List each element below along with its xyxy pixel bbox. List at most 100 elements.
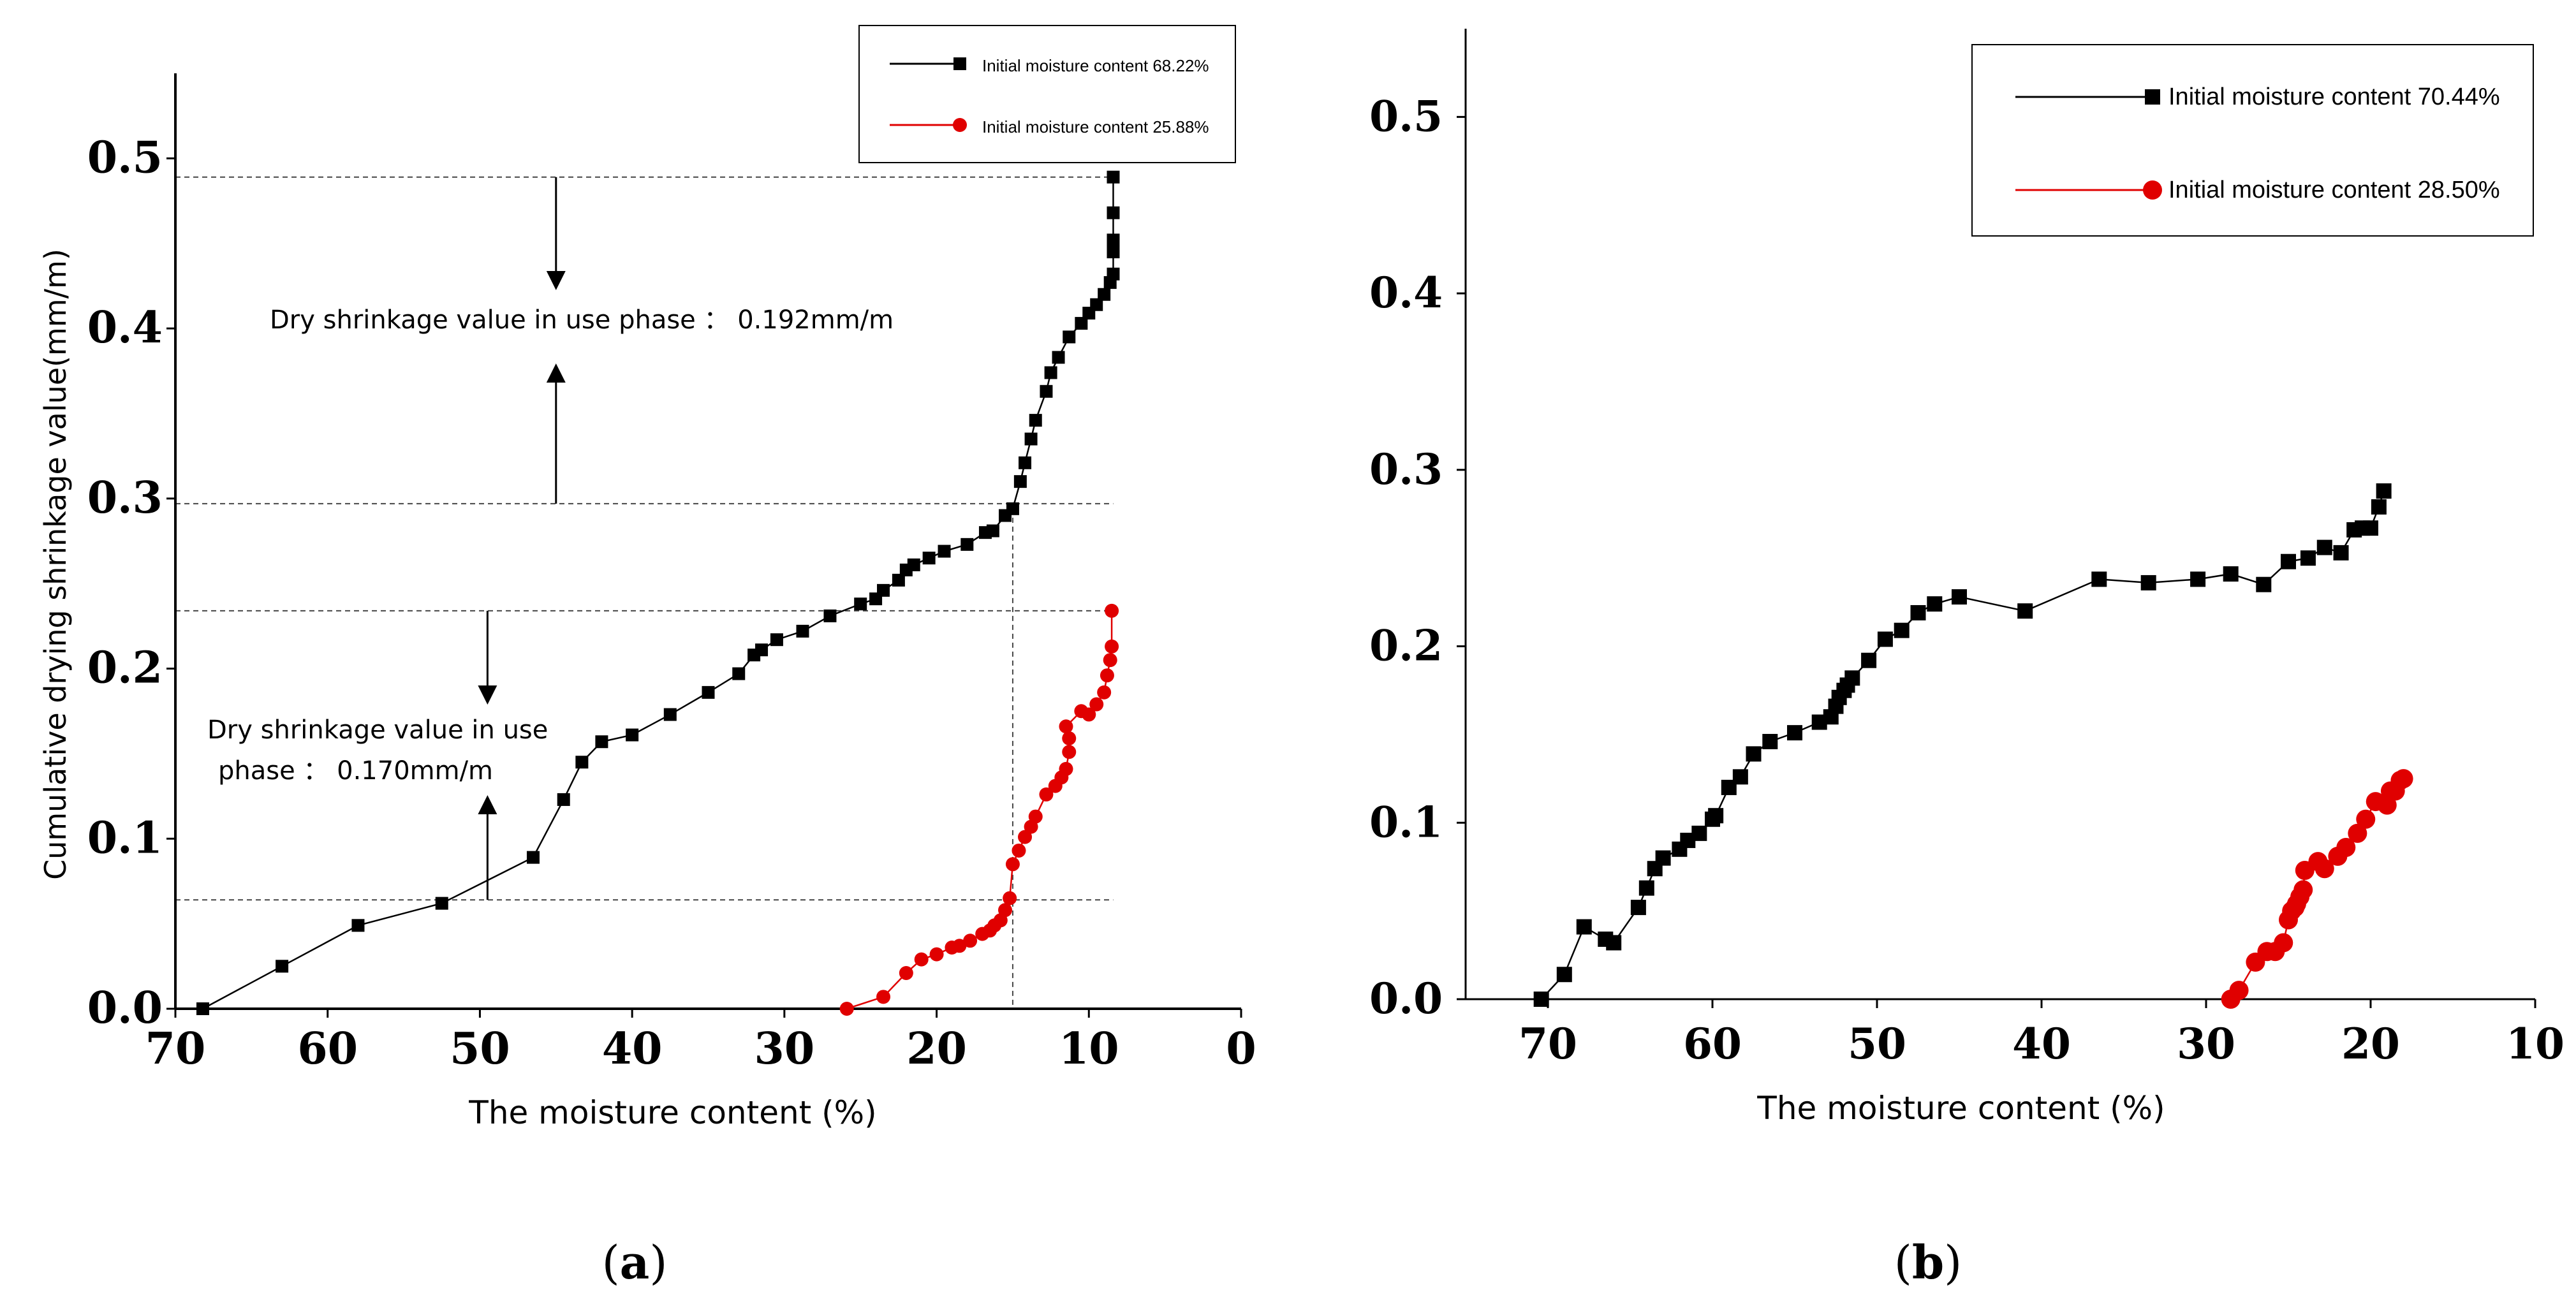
chart-b-series-0-point (2017, 603, 2033, 619)
chart-a-series-0-point (526, 851, 540, 864)
chart-a-series-0-point (663, 708, 677, 721)
chart-a-xtick-label: 50 (450, 1023, 510, 1074)
chart-a-series-1-point (1082, 707, 1096, 722)
chart-b-series-1-point (2394, 769, 2413, 789)
chart-b-series-0-point (1655, 850, 1671, 866)
chart-a-series-0-point (1044, 366, 1057, 379)
chart-a-ytick-label: 0.4 (87, 302, 163, 353)
chart-a-series-1-point (929, 947, 944, 962)
chart-b-xtick-label: 70 (1519, 1019, 1577, 1069)
chart-a-ytick-label: 0.3 (87, 472, 163, 524)
chart-a-legend-marker-0 (953, 57, 966, 70)
chart-b-ytick-label: 0.0 (1369, 974, 1443, 1023)
chart-a-ytick-label: 0.2 (87, 643, 163, 694)
chart-a-ytick-label: 0.0 (87, 983, 163, 1034)
chart-a-series-0-point (938, 545, 951, 558)
chart-b-series-0-point (1691, 825, 1707, 841)
chart-a-series-0-line (202, 177, 1114, 1010)
chart-a-series-0-point (960, 538, 974, 551)
chart-b-panel-label: (b) (1894, 1235, 1962, 1289)
chart-b-series-1-point (2274, 933, 2293, 953)
chart-a-series-0-point (557, 793, 570, 806)
chart-a-series-0-point (1075, 317, 1088, 330)
chart-a-xtick-label: 70 (145, 1023, 206, 1074)
chart-b-series-0-line (1540, 490, 2385, 1000)
chart-a-series-0-point (626, 728, 639, 742)
chart-a-series-1-point (1018, 830, 1033, 844)
chart-b-series-0-point (2256, 576, 2272, 592)
chart-a-legend-label-1: Initial moisture content 25.88% (982, 117, 1209, 136)
chart-b-xtick-label: 20 (2341, 1019, 2400, 1069)
chart-a-series (196, 170, 1120, 1016)
chart-a-series-0-point (1107, 170, 1120, 184)
chart-a-series-0-point (823, 609, 837, 622)
chart-b-series-1-point (2293, 880, 2313, 900)
chart-b-series-1-point (2229, 981, 2249, 1000)
chart-a-series-1-point (899, 965, 913, 980)
chart-b-series (1533, 483, 2413, 1009)
chart-b-series-0-point (1787, 725, 1802, 741)
chart-b-series-0-point (1630, 900, 1646, 916)
chart-b-series-0-point (1732, 769, 1748, 785)
chart-b-legend-marker-0 (2145, 89, 2160, 105)
chart-a-legend: Initial moisture content 68.22% Initial m… (858, 25, 1236, 163)
chart-b-series-1-point (2348, 823, 2367, 843)
chart-a-series-0-point (1063, 330, 1076, 344)
chart-b-legend: Initial moisture content 70.44% Initial m… (1971, 44, 2534, 237)
chart-a-series-0-point (854, 597, 867, 611)
chart-a-series-0-point (595, 735, 608, 749)
chart-b-ytick-label: 0.3 (1369, 444, 1443, 494)
chart-a-xticks: 70 60 50 40 30 20 10 0 (145, 1009, 1256, 1074)
chart-a-series-0-point (1107, 267, 1120, 281)
chart-b-series-0-point (1861, 652, 1877, 668)
chart-a-series-0-point (796, 624, 809, 638)
chart-b-series-1-point (2356, 809, 2376, 829)
chart-a-series-1-point (952, 939, 967, 953)
chart-a-series-0-point (892, 573, 905, 587)
chart-a-legend-label-0: Initial moisture content 68.22% (982, 56, 1209, 75)
chart-b-xlabel: The moisture content (%) (1756, 1090, 2165, 1127)
chart-a-series-1-point (1005, 857, 1020, 872)
chart-a-series-0-point (907, 558, 920, 571)
chart-a-series-1-point (1105, 639, 1119, 654)
chart-b-series-0-point (1638, 880, 1654, 896)
chart-a-series-1-point (839, 1002, 854, 1016)
chart-b-series-0-point (1952, 589, 1967, 605)
chart-a-annotation-2-line-1: Dry shrinkage value in use (207, 715, 548, 745)
chart-a-series-1-point (963, 934, 978, 948)
chart-b-ytick-label: 0.1 (1369, 797, 1443, 847)
chart-a-ylabel: Cumulative drying shrinkage value(mm/m) (38, 249, 73, 880)
chart-b-xtick-label: 30 (2177, 1019, 2235, 1069)
chart-b: 0.0 0.1 0.2 0.3 0.4 0.5 70 60 50 40 30 20 10 The mo… (1369, 29, 2565, 1289)
chart-a-series-1-point (1103, 653, 1117, 668)
chart-a-series-0-point (922, 552, 936, 565)
chart-b-series-0-point (1910, 604, 1926, 620)
chart-b-series-0-point (1576, 919, 1592, 935)
chart-a-series-0-point (770, 633, 783, 647)
chart-a-series-0-point (575, 756, 589, 769)
chart-a-series-0-point (1107, 245, 1120, 259)
chart-b-ytick-label: 0.2 (1369, 621, 1443, 671)
chart-a-series-0-point (196, 1002, 209, 1015)
chart-b-ytick-label: 0.4 (1369, 268, 1443, 318)
chart-b-xtick-label: 10 (2506, 1019, 2565, 1069)
chart-b-xtick-label: 60 (1683, 1019, 1742, 1069)
chart-a-series-0-point (1107, 206, 1120, 219)
chart-a-series-1-point (1059, 719, 1073, 734)
chart-a-annotation-1: Dry shrinkage value in use phase ： 0.192… (270, 305, 894, 335)
chart-a-series-1-point (1062, 745, 1077, 759)
chart-b-series-0-point (2300, 550, 2316, 566)
chart-a-series-0-point (351, 919, 365, 932)
chart-a-series-1-point (1100, 668, 1114, 683)
chart-b-series-0-point (2140, 575, 2156, 590)
chart-a-series-1-point (1059, 761, 1073, 776)
chart-a-annotations: Dry shrinkage value in use phase ： 0.192… (207, 177, 894, 900)
chart-b-series-0-point (1877, 631, 1893, 647)
chart-b-series-0-point (1708, 808, 1724, 824)
chart-a-series-0-point (732, 667, 746, 680)
chart-a: 0.0 0.1 0.2 0.3 0.4 0.5 70 60 50 40 30 20 10 0 Dry s… (38, 25, 1256, 1289)
chart-a-series-1-point (876, 990, 891, 1004)
chart-a-xtick-label: 0 (1226, 1023, 1256, 1074)
chart-b-xticks: 70 60 50 40 30 20 10 (1519, 999, 2565, 1069)
